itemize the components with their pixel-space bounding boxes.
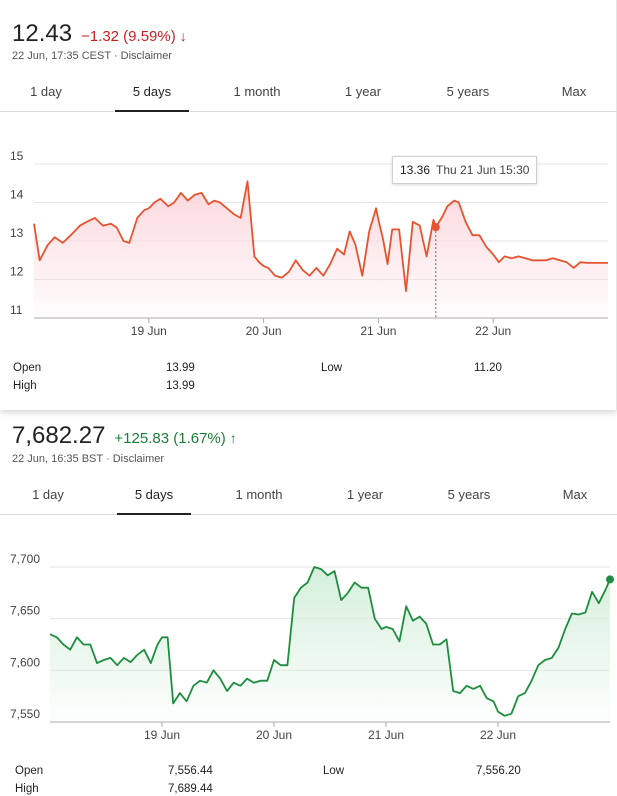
chart-tooltip: 13.36 Thu 21 Jun 15:30 [392,156,538,184]
series-line [49,566,611,717]
hover-point [431,223,440,232]
active-tab-indicator [117,513,191,515]
price-change-text: +125.83 (1.67%) [114,430,226,447]
tab-5-days[interactable]: 5 days [134,487,174,502]
price-row: 7,682.27 +125.83 (1.67%) ↑ [12,422,237,450]
tab-1-day[interactable]: 1 day [30,84,62,99]
price-change: −1.32 (9.59%) ↓ [81,28,187,45]
tab-max[interactable]: Max [561,84,587,99]
y-tick-label: 14 [10,188,24,202]
y-tick-label: 12 [10,265,24,279]
y-tick-label: 7,600 [10,655,40,669]
tab-5-years[interactable]: 5 years [447,487,491,502]
y-tick-label: 7,550 [10,707,40,721]
y-tick-label: 7,650 [10,604,40,618]
timestamp-disclaimer: 22 Jun, 17:35 CEST · Disclaimer [12,50,172,62]
tab-1-day[interactable]: 1 day [32,487,64,502]
arrow-down-icon: ↓ [179,28,187,44]
stat-low-value: 11.20 [474,362,502,374]
stat-low-value: 7,556.20 [476,765,521,777]
stat-open-label: Open [15,765,44,777]
price-change: +125.83 (1.67%) ↑ [114,430,236,447]
tooltip-value: 13.36 [400,163,431,177]
stat-high-value: 7,689.44 [168,783,213,795]
stat-high-value: 13.99 [166,380,195,392]
key-stats: Open 7,556.44 Low 7,556.20 High 7,689.44 [0,765,617,796]
tab-5-days[interactable]: 5 days [132,84,172,99]
key-stats: Open 13.99 Low 11.20 High 13.99 [0,362,617,402]
tab-max[interactable]: Max [562,487,588,502]
arrow-up-icon: ↑ [229,430,237,446]
price-row: 12.43 −1.32 (9.59%) ↓ [12,20,187,48]
price-chart[interactable]: 7,700 7,650 7,600 7,550 19 Jun 20 Jun 21 Jun 22… [0,550,617,760]
line-chart[interactable]: 7,700 7,650 7,600 7,550 19 Jun 20 Jun 21 Jun 22… [0,550,617,760]
tab-1-year[interactable]: 1 year [346,487,384,502]
x-tick-label: 20 Jun [246,324,282,338]
tab-1-month[interactable]: 1 month [233,84,281,99]
tooltip-time: Thu 21 Jun 15:30 [436,163,530,177]
range-tabs: 1 day 5 days 1 month 1 year 5 years Max [0,475,617,515]
stat-open-value: 7,556.44 [168,765,213,777]
line-chart[interactable]: 11 12 13 14 15 19 Jun 20 Jun 21 Jun 22 Jun [0,115,617,350]
x-tick-label: 19 Jun [144,728,180,742]
stat-open-value: 13.99 [166,362,195,374]
stat-open-label: Open [13,362,42,374]
stat-low-label: Low [321,362,343,374]
current-price: 12.43 [12,20,73,47]
stat-high-label: High [13,380,37,392]
range-tabs: 1 day 5 days 1 month 1 year 5 years Max [0,72,617,112]
current-price: 7,682.27 [12,422,106,449]
quote-card-2: 7,682.27 +125.83 (1.67%) ↑ 22 Jun, 16:35 … [0,410,617,796]
stat-high-label: High [15,783,39,795]
stat-low-label: Low [323,765,345,777]
y-tick-label: 11 [10,303,23,317]
price-change-text: −1.32 (9.59%) [81,28,176,45]
tab-1-year[interactable]: 1 year [344,84,382,99]
area-fill [34,181,608,318]
last-point [606,575,614,584]
x-tick-label: 22 Jun [480,728,516,742]
x-tick-label: 21 Jun [360,324,396,338]
timestamp-disclaimer: 22 Jun, 16:35 BST · Disclaimer [12,453,165,465]
x-tick-label: 21 Jun [368,728,404,742]
series-line [33,180,608,292]
y-tick-label: 7,700 [10,552,40,566]
price-chart[interactable]: 11 12 13 14 15 19 Jun 20 Jun 21 Jun 22 Jun [0,115,617,350]
y-tick-label: 15 [10,149,24,163]
x-tick-label: 20 Jun [256,728,292,742]
tab-1-month[interactable]: 1 month [235,487,283,502]
x-tick-label: 19 Jun [131,324,167,338]
tab-5-years[interactable]: 5 years [446,84,490,99]
area-fill [50,567,610,722]
quote-card-1: 12.43 −1.32 (9.59%) ↓ 22 Jun, 17:35 CEST … [0,0,617,410]
y-tick-label: 13 [10,226,24,240]
x-tick-label: 22 Jun [475,324,511,338]
active-tab-indicator [115,110,189,112]
